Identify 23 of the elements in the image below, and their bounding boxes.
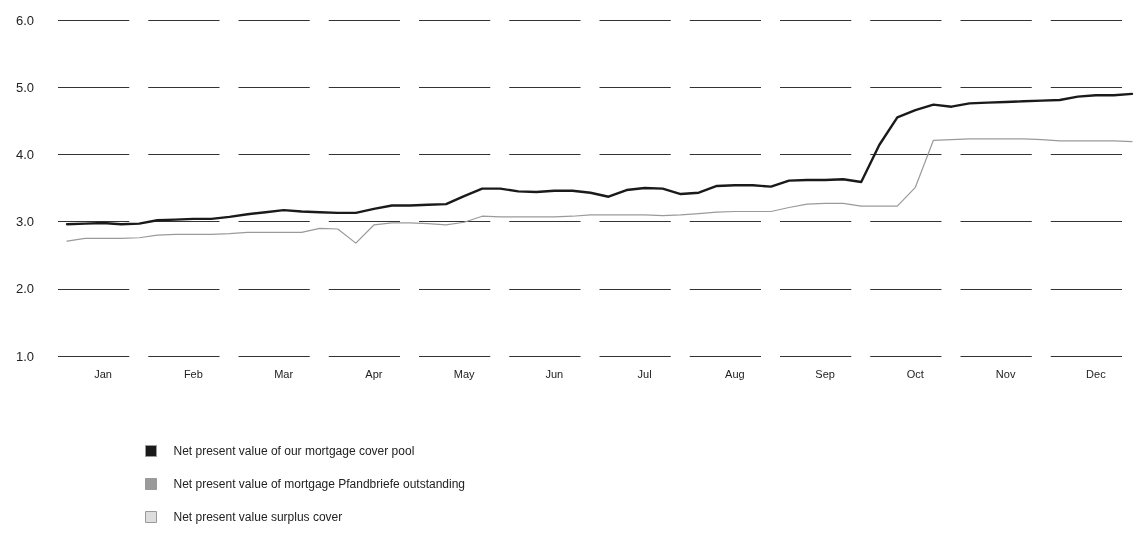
y-tick-label: 4.0 [15,146,34,162]
legend-label: Net present value surplus cover [173,510,343,524]
x-tick-label: Nov [995,367,1016,380]
x-tick-label: Jun [545,367,564,380]
line-series [65,92,1134,226]
legend-label: Net present value of our mortgage cover pool [173,444,415,458]
x-tick-label: May [453,367,476,380]
x-tick-label: Oct [906,367,924,380]
x-tick-label: Feb [183,367,203,380]
x-tick-label: Jul [637,367,652,380]
legend-label: Net present value of mortgage Pfandbriefe outstanding [173,477,466,491]
x-tick-label: Jan [94,367,112,380]
y-tick-label: 2.0 [15,281,34,297]
x-tick-label: Sep [815,367,835,380]
x-tick-label: Mar [274,367,294,380]
x-tick-label: Apr [365,367,383,380]
line-series [66,138,1133,244]
y-tick-label: 3.0 [15,214,34,230]
y-tick-label: 1.0 [15,348,34,364]
x-tick-label: Dec [1086,367,1107,380]
x-tick-label: Aug [725,367,745,380]
y-tick-label: 6.0 [15,12,34,28]
y-tick-label: 5.0 [15,79,34,95]
